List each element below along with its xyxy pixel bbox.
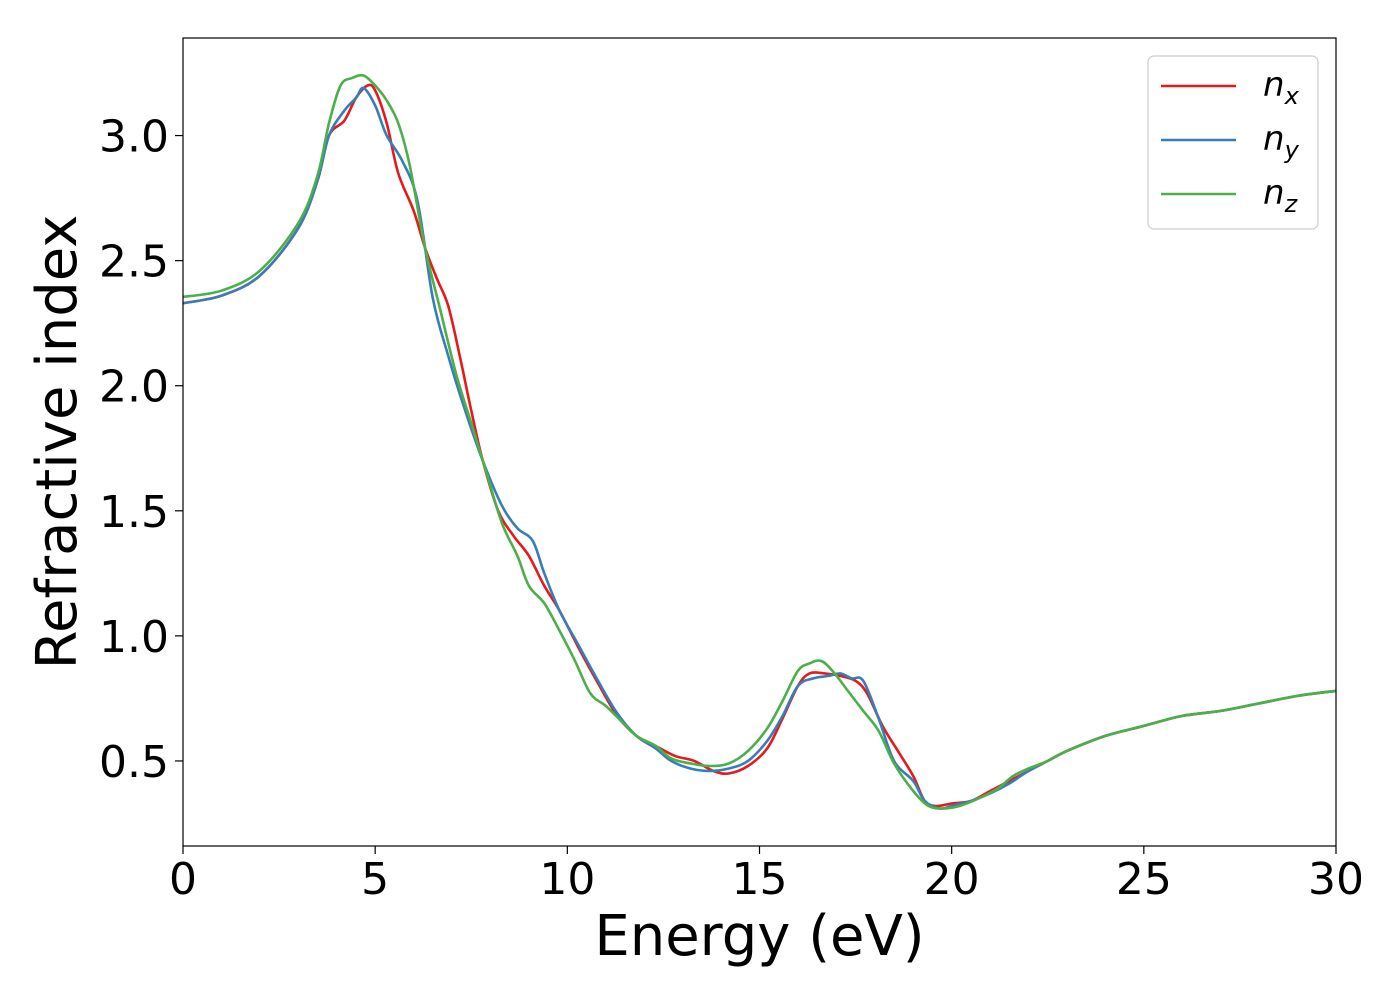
y-tick-label: 3.0: [99, 112, 169, 163]
x-tick-label: 20: [924, 854, 980, 905]
x-tick-label: 0: [169, 854, 197, 905]
x-tick-label: 10: [539, 854, 595, 905]
x-axis-label: Energy (eV): [594, 904, 924, 969]
legend-label-n-y: ny: [1263, 119, 1300, 164]
y-tick-label: 2.5: [99, 237, 169, 288]
x-tick-label: 30: [1308, 854, 1364, 905]
y-axis-ticks: 0.5 1.0 1.5 2.0 2.5 3.0: [99, 112, 183, 788]
x-tick-label: 15: [732, 854, 788, 905]
x-tick-label: 25: [1116, 854, 1172, 905]
x-axis-ticks: 0 5 10 15 20 25 30: [169, 846, 1364, 905]
y-tick-label: 1.0: [99, 612, 169, 663]
series-line-n-y: [183, 86, 1336, 810]
y-tick-label: 1.5: [99, 487, 169, 538]
y-tick-label: 2.0: [99, 362, 169, 413]
legend-box: [1147, 55, 1319, 230]
plot-lines: [183, 73, 1336, 810]
legend-label-n-x: nx: [1263, 65, 1300, 110]
series-line-n-x: [183, 83, 1336, 808]
series-line-n-z: [183, 73, 1336, 810]
y-axis-label: Refractive index: [25, 215, 90, 670]
legend-label-n-z: nz: [1263, 173, 1299, 218]
x-tick-label: 5: [361, 854, 389, 905]
legend: nx ny nz: [1147, 55, 1319, 230]
y-tick-label: 0.5: [99, 737, 169, 788]
